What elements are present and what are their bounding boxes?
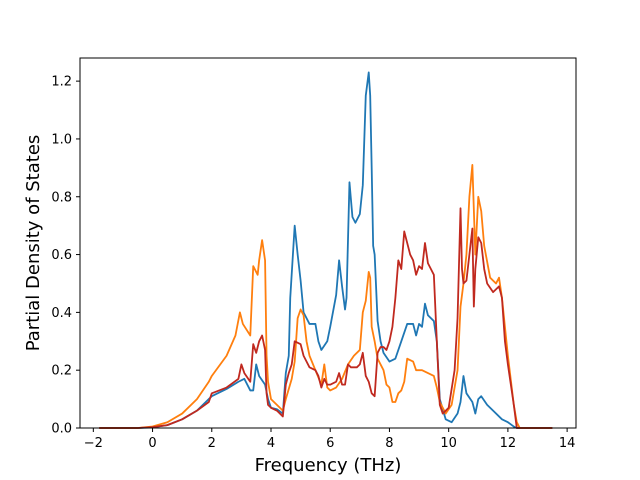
series-line-2 <box>99 164 553 429</box>
x-tick-label: 2 <box>208 436 216 451</box>
series-layer <box>99 71 553 429</box>
plot-frame <box>79 57 577 429</box>
y-tick-label: 1.2 <box>51 75 72 90</box>
x-tick-label: −2 <box>84 436 103 451</box>
x-tick-label: 10 <box>440 436 457 451</box>
plot-background <box>80 58 576 428</box>
x-axis-label: Frequency (THz) <box>255 455 402 476</box>
y-tick-label: 0.2 <box>51 364 72 379</box>
y-tick-label: 0.0 <box>51 422 72 437</box>
x-tick-label: 0 <box>148 436 156 451</box>
y-tick-label: 0.6 <box>51 248 72 263</box>
x-tick-label: 4 <box>267 436 275 451</box>
y-tick-label: 1.0 <box>51 132 72 147</box>
series-line-1 <box>99 71 553 429</box>
series-line-3 <box>99 207 553 429</box>
x-axis-ticks: −2 0 2 4 6 8 10 12 14 <box>84 428 576 451</box>
x-tick-label: 8 <box>385 436 393 451</box>
y-axis-label: Partial Density of States <box>23 135 44 352</box>
y-axis-ticks: 0.0 0.2 0.4 0.6 0.8 1.0 1.2 <box>51 75 80 437</box>
x-tick-label: 12 <box>500 436 517 451</box>
y-tick-label: 0.8 <box>51 190 72 205</box>
y-tick-label: 0.4 <box>51 306 72 321</box>
x-tick-label: 6 <box>326 436 334 451</box>
x-tick-label: 14 <box>559 436 576 451</box>
